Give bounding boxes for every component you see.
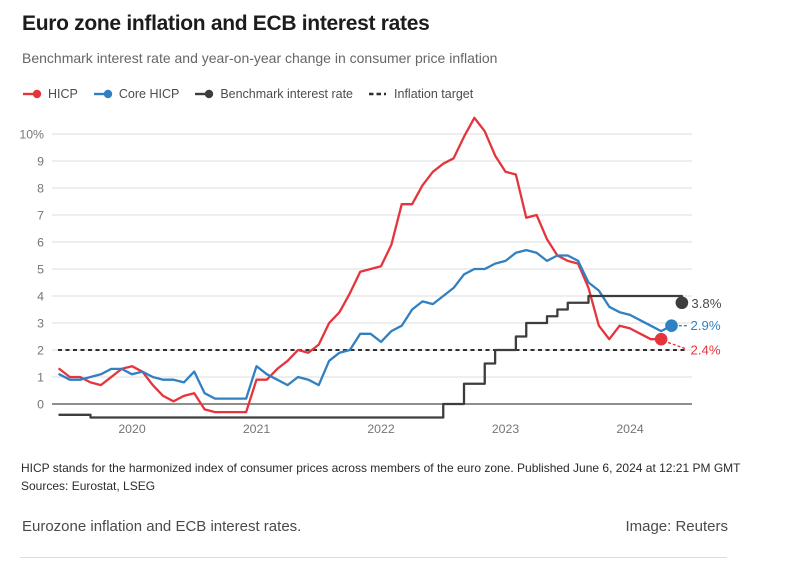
y-tick-label: 9	[37, 154, 44, 168]
x-tick-label: 2021	[243, 422, 271, 436]
series-end-label-core-hicp: 2.9%	[691, 318, 721, 333]
y-tick-label: 6	[37, 235, 44, 249]
legend-label: Benchmark interest rate	[220, 87, 354, 102]
series-end-dot-core-hicp	[665, 319, 678, 333]
legend-item-core-hicp: Core HICP	[93, 87, 179, 101]
image-credit: Image: Reuters	[625, 518, 728, 536]
series-end-label-benchmark-interest-rate: 3.8%	[691, 296, 721, 311]
divider	[20, 557, 727, 559]
x-tick-label: 2020	[118, 422, 146, 436]
image-caption: Eurozone inflation and ECB interest rate…	[22, 518, 302, 536]
y-tick-label: 7	[37, 208, 44, 222]
chart-title: Euro zone inflation and ECB interest rat…	[22, 12, 430, 35]
series-core-hicp: 2.9%	[58, 249, 721, 400]
legend-item-inflation-target: Inflation target	[368, 87, 473, 101]
series-line-hicp	[58, 116, 663, 414]
x-tick-label: 2022	[367, 422, 395, 436]
legend-label: Inflation target	[394, 87, 474, 102]
y-tick-label: 3	[37, 316, 44, 330]
x-tick-label: 2024	[616, 422, 644, 436]
legend-label: HICP	[48, 87, 78, 102]
inflation-rates-line-chart: 10% 9 8 7 6 5 4 3 2 1 0 2020 2021 2022 2023 2024 2.4% 2.9…	[19, 116, 722, 436]
legend-marker-hicp-icon	[23, 89, 42, 99]
caption-row: Eurozone inflation and ECB interest rate…	[22, 518, 728, 535]
chart-sources: Sources: Eurostat, LSEG	[21, 479, 156, 494]
leader-line-hicp	[667, 342, 688, 351]
series-hicp: 2.4%	[58, 116, 721, 414]
x-tick-label: 2023	[492, 422, 520, 436]
series-benchmark-interest-rate: 3.8%	[58, 294, 722, 419]
x-axis-labels: 2020 2021 2022 2023 2024	[118, 422, 644, 436]
series-end-label-hicp: 2.4%	[691, 343, 721, 358]
series-end-dot-hicp	[654, 333, 668, 346]
chart-legend: HICP Core HICP Benchmark interest rate Infl…	[22, 87, 788, 101]
y-tick-label: 1	[37, 370, 44, 384]
y-tick-label: 4	[37, 289, 44, 303]
y-tick-label: 10%	[19, 127, 44, 141]
y-tick-label: 2	[37, 343, 44, 357]
legend-marker-benchmark-interest-rate-icon	[195, 89, 214, 99]
legend-item-hicp: HICP	[22, 87, 78, 101]
chart-card: Euro zone inflation and ECB interest rat…	[19, 12, 788, 559]
series-line-core-hicp	[58, 249, 673, 400]
series-line-benchmark-interest-rate	[58, 294, 684, 419]
legend-label: Core HICP	[118, 87, 180, 102]
y-tick-label: 5	[37, 262, 44, 276]
legend-item-benchmark-interest-rate: Benchmark interest rate	[194, 87, 353, 101]
chart-subtitle: Benchmark interest rate and year-on-year…	[22, 50, 498, 67]
chart-footnote: HICP stands for the harmonized index of …	[21, 461, 741, 476]
y-tick-label: 0	[37, 397, 44, 411]
y-tick-label: 8	[37, 181, 44, 195]
series-end-dot-benchmark-interest-rate	[675, 296, 689, 310]
legend-marker-core-hicp-icon	[93, 89, 113, 99]
legend-marker-inflation-target-icon	[369, 92, 387, 96]
